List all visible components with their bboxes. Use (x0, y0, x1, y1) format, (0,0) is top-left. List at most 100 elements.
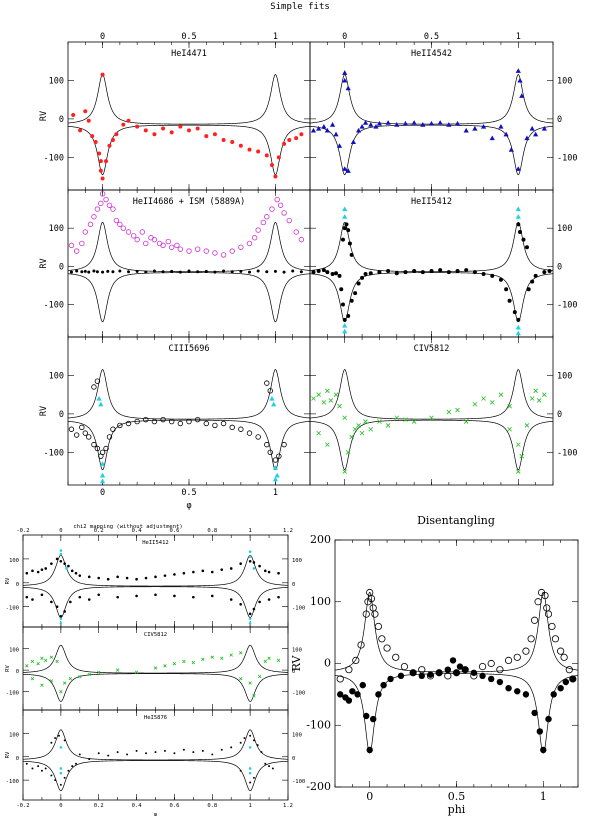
data-point (274, 472, 280, 478)
data-point (394, 415, 400, 421)
data-point (342, 226, 347, 231)
panel-title: HeII5412 (142, 540, 169, 546)
y-tick-label: 0 (59, 410, 64, 420)
model-curve-lower (310, 124, 553, 176)
data-point (368, 426, 374, 432)
data-point (169, 130, 174, 135)
data-point (273, 174, 278, 179)
data-point (87, 221, 94, 228)
data-point (339, 287, 344, 292)
data-point (50, 562, 53, 565)
data-point (93, 139, 98, 144)
data-point (316, 392, 321, 397)
x-tick-label-top: 0 (342, 32, 347, 42)
data-point (248, 559, 252, 563)
data-point (99, 191, 106, 197)
data-point (533, 388, 538, 394)
data-point (98, 159, 103, 164)
data-point (277, 202, 284, 208)
data-point (87, 598, 91, 601)
data-point (385, 423, 391, 428)
data-point (125, 576, 129, 580)
data-point (345, 168, 351, 173)
data-point (349, 688, 356, 695)
x-tick-label-top: 0.6 (169, 528, 179, 534)
data-point (536, 398, 542, 403)
data-point (100, 176, 105, 181)
data-point (354, 691, 361, 698)
data-point (92, 269, 96, 273)
y-tick-label: 0 (16, 756, 19, 762)
data-point (154, 593, 157, 597)
data-point (508, 147, 514, 152)
data-point (418, 672, 425, 680)
data-point (59, 552, 63, 556)
data-point (504, 287, 509, 292)
y-tick-label-right: -100 (292, 779, 305, 785)
data-point (400, 662, 409, 671)
data-point (516, 317, 521, 322)
data-point (321, 123, 327, 129)
data-point (99, 449, 106, 456)
data-point (116, 751, 119, 754)
data-point (195, 126, 200, 131)
data-point (59, 689, 63, 694)
y-tick-label: -100 (44, 448, 64, 458)
data-point (134, 236, 140, 243)
data-point (239, 741, 242, 744)
data-point (517, 77, 523, 83)
data-point (294, 136, 299, 141)
data-point (342, 322, 348, 328)
data-point (324, 127, 330, 133)
data-point (291, 269, 295, 273)
data-point (481, 272, 486, 276)
x-tick-label: 0.5 (448, 790, 466, 803)
data-point (36, 661, 40, 666)
data-point (172, 661, 177, 666)
bottom-left-title: chi2 mapping (without adjustment) (73, 524, 182, 530)
data-point (252, 607, 256, 611)
data-point (336, 675, 344, 683)
data-point (163, 664, 167, 668)
data-point (78, 674, 82, 679)
data-point (68, 426, 75, 432)
data-point (274, 196, 280, 203)
data-point (212, 250, 218, 256)
data-point (282, 270, 286, 274)
data-point (238, 244, 244, 250)
data-point (489, 135, 495, 141)
data-point (347, 241, 352, 246)
data-point (569, 675, 577, 683)
data-point (116, 575, 119, 579)
data-point (55, 605, 59, 608)
data-point (50, 741, 53, 744)
data-point (246, 240, 253, 247)
data-point (526, 287, 531, 292)
data-point (238, 426, 244, 432)
data-point (333, 392, 339, 397)
data-point (213, 270, 217, 274)
data-point (63, 739, 66, 742)
data-point (94, 206, 101, 212)
data-point (569, 675, 576, 683)
data-point (30, 659, 35, 664)
data-point (238, 651, 243, 655)
data-point (97, 151, 102, 156)
data-point (371, 610, 379, 618)
model-curve-upper (23, 644, 288, 674)
data-point (37, 765, 40, 768)
data-point (544, 610, 553, 618)
data-point (169, 418, 175, 425)
data-point (44, 658, 48, 663)
data-point (346, 314, 351, 318)
data-point (337, 691, 344, 698)
data-point (380, 681, 387, 689)
data-point (151, 418, 158, 425)
data-point (187, 128, 191, 133)
data-point (340, 302, 345, 307)
data-point (342, 77, 348, 83)
data-point (248, 622, 252, 625)
data-point (130, 233, 137, 239)
x-tick-label-top: 0.5 (181, 32, 196, 42)
plot-frame (22, 709, 289, 801)
